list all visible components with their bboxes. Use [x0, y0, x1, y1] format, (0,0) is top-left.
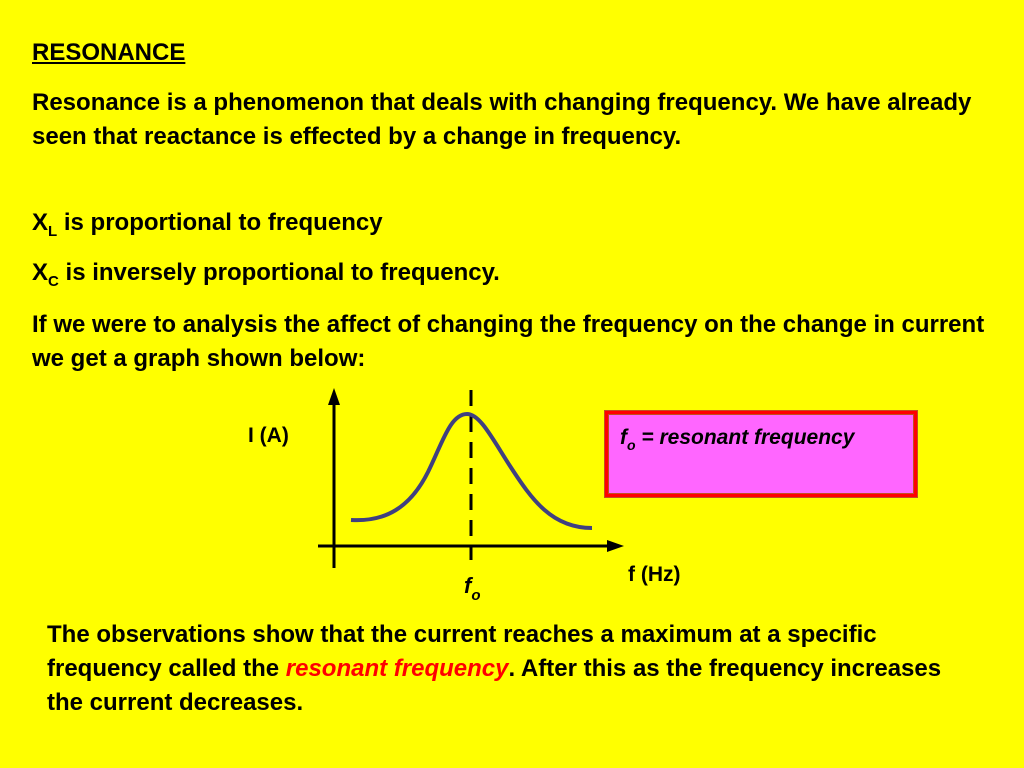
observation-before: The observations show that the current r…: [47, 621, 877, 682]
y-axis-arrowhead: [328, 388, 340, 405]
y-axis-label: I (A): [248, 424, 289, 447]
resonant-frequency-highlight: resonant frequency: [285, 655, 509, 682]
xc-subscript: C: [48, 273, 59, 290]
observation-after: . After this as the frequency increases …: [47, 655, 942, 716]
intro-paragraph: Resonance is a phenomenon that deals wit…: [32, 89, 972, 150]
definition-subscript: o: [627, 437, 636, 453]
fo-marker-symbol: f: [464, 573, 472, 598]
fo-marker-label: fo: [464, 573, 481, 603]
fo-marker-subscript: o: [471, 587, 481, 604]
xl-symbol: X: [32, 209, 49, 236]
resonance-curve: [350, 411, 593, 530]
xc-statement: XC is inversely proportional to frequenc…: [32, 256, 500, 290]
observation-paragraph: The observations show that the current r…: [47, 618, 977, 720]
definition-symbol: f: [620, 426, 627, 449]
x-axis-arrowhead: [607, 540, 624, 552]
graph-intro-paragraph: If we were to analysis the affect of cha…: [32, 311, 985, 372]
definition-label: = resonant frequency: [635, 426, 855, 449]
x-axis-label: f (Hz): [628, 563, 681, 586]
definition-text: fo = resonant frequency: [620, 426, 855, 453]
xl-text: is proportional to frequency: [57, 209, 383, 236]
definition-box: fo = resonant frequency: [605, 411, 917, 497]
slide-title: RESONANCE: [32, 39, 186, 66]
xc-text: is inversely proportional to frequency.: [58, 259, 500, 286]
xc-symbol: X: [32, 259, 49, 286]
xl-subscript: L: [48, 223, 58, 240]
xl-statement: XL is proportional to frequency: [32, 206, 383, 240]
